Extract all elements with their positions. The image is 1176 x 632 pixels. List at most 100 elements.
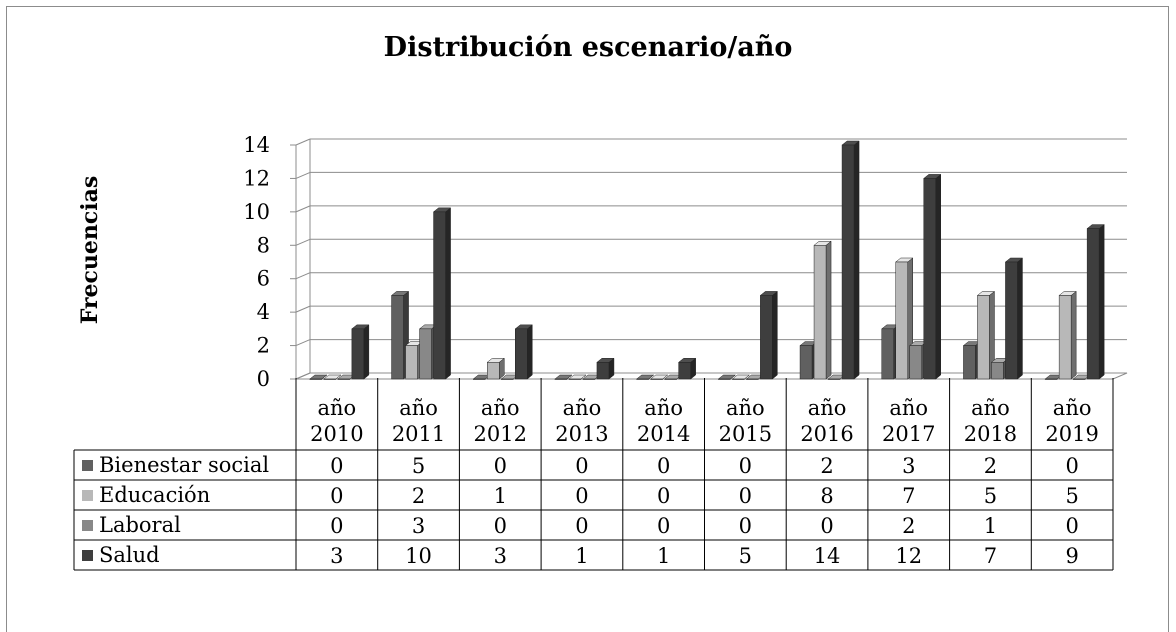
bar bbox=[718, 378, 731, 380]
bar bbox=[554, 378, 568, 380]
bar-side bbox=[935, 173, 941, 380]
bar bbox=[1058, 295, 1072, 380]
legend-label: Bienestar social bbox=[99, 453, 269, 477]
bar bbox=[405, 345, 418, 380]
bar bbox=[501, 378, 514, 380]
data-cell: 0 bbox=[739, 454, 752, 478]
bar bbox=[323, 378, 337, 380]
bar-side bbox=[1017, 257, 1023, 380]
chart-floor bbox=[295, 372, 1128, 380]
data-cell: 1 bbox=[575, 544, 588, 568]
gridline-depth bbox=[295, 138, 311, 146]
data-cell: 3 bbox=[330, 544, 343, 568]
gridline-depth bbox=[295, 205, 311, 213]
gridline-depth bbox=[295, 238, 311, 246]
data-cell: 0 bbox=[330, 454, 343, 478]
category-label-line2: 2018 bbox=[964, 422, 1017, 446]
legend-label: Salud bbox=[99, 543, 160, 567]
bar-side bbox=[445, 207, 451, 380]
data-cell: 0 bbox=[1065, 454, 1078, 478]
data-cell: 2 bbox=[820, 454, 833, 478]
category-label-line2: 2010 bbox=[310, 422, 363, 446]
bar bbox=[1072, 378, 1086, 380]
legend-swatch bbox=[82, 460, 93, 471]
data-cell: 1 bbox=[984, 514, 997, 538]
bar bbox=[895, 261, 908, 380]
bar bbox=[582, 378, 596, 380]
data-cell: 0 bbox=[494, 514, 507, 538]
data-cell: 2 bbox=[412, 484, 425, 508]
bar-side bbox=[1070, 290, 1077, 380]
data-cell: 7 bbox=[902, 484, 915, 508]
category-label-line2: 2011 bbox=[392, 422, 445, 446]
bar bbox=[596, 362, 610, 380]
data-cell: 0 bbox=[575, 484, 588, 508]
legend-swatch bbox=[82, 550, 93, 561]
gridline-depth bbox=[295, 272, 311, 280]
chart-title: Distribución escenario/año bbox=[383, 32, 793, 63]
category-label-line2: 2015 bbox=[719, 422, 772, 446]
data-cell: 0 bbox=[330, 514, 343, 538]
category-label-line1: año bbox=[644, 396, 683, 420]
category-label-line1: año bbox=[726, 396, 765, 420]
bar bbox=[1044, 378, 1058, 380]
category-label-line1: año bbox=[481, 396, 520, 420]
y-tick-label: 10 bbox=[243, 200, 270, 224]
y-tick-label: 2 bbox=[257, 334, 270, 358]
bar-side bbox=[363, 324, 370, 380]
bar bbox=[419, 328, 432, 380]
y-tick-label: 6 bbox=[257, 267, 270, 291]
bar bbox=[760, 295, 773, 380]
bar bbox=[732, 378, 745, 380]
data-cell: 0 bbox=[657, 514, 670, 538]
bar bbox=[664, 378, 677, 380]
data-cell: 9 bbox=[1065, 544, 1078, 568]
bar-side bbox=[1098, 224, 1105, 380]
data-cell: 5 bbox=[739, 544, 752, 568]
legend-swatch bbox=[82, 490, 93, 501]
category-label-line1: año bbox=[317, 396, 356, 420]
data-cell: 0 bbox=[575, 514, 588, 538]
data-cell: 5 bbox=[984, 484, 997, 508]
bar bbox=[799, 345, 813, 380]
legend-label: Educación bbox=[99, 483, 210, 507]
chart-frame bbox=[6, 6, 1169, 632]
bar bbox=[746, 378, 759, 380]
bar-side bbox=[527, 324, 533, 380]
y-tick-label: 8 bbox=[257, 233, 270, 257]
bar bbox=[963, 345, 976, 380]
data-cell: 1 bbox=[494, 484, 507, 508]
y-tick-label: 12 bbox=[243, 166, 270, 190]
data-cell: 2 bbox=[984, 454, 997, 478]
bar bbox=[1086, 228, 1100, 380]
category-label-line2: 2019 bbox=[1045, 422, 1098, 446]
data-cell: 0 bbox=[575, 454, 588, 478]
y-tick-label: 14 bbox=[243, 133, 270, 157]
data-cell: 3 bbox=[412, 514, 425, 538]
bar-side bbox=[853, 140, 860, 380]
bar bbox=[991, 362, 1004, 380]
category-label-line2: 2013 bbox=[555, 422, 608, 446]
data-cell: 0 bbox=[739, 514, 752, 538]
bar bbox=[841, 144, 855, 380]
bar bbox=[678, 362, 691, 380]
bar bbox=[636, 378, 649, 380]
bar bbox=[433, 211, 446, 380]
bar bbox=[1005, 261, 1018, 380]
bar bbox=[487, 362, 500, 380]
bar bbox=[650, 378, 663, 380]
legend-swatch bbox=[82, 520, 93, 531]
data-cell: 7 bbox=[984, 544, 997, 568]
bar-side bbox=[825, 240, 832, 380]
data-cell: 0 bbox=[820, 514, 833, 538]
bar-side bbox=[772, 290, 778, 380]
bar bbox=[923, 178, 936, 380]
bar bbox=[881, 328, 894, 380]
bar bbox=[337, 378, 351, 380]
data-cell: 5 bbox=[1065, 484, 1078, 508]
category-label-line2: 2016 bbox=[800, 422, 853, 446]
category-label-line1: año bbox=[399, 396, 438, 420]
data-cell: 14 bbox=[814, 544, 841, 568]
data-cell: 0 bbox=[330, 484, 343, 508]
y-tick-label: 4 bbox=[257, 300, 270, 324]
